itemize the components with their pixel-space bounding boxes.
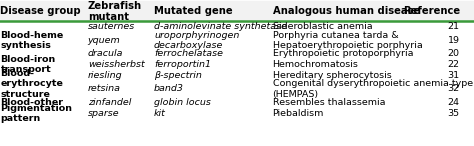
Text: Disease group: Disease group [0,6,81,16]
Text: Mutated gene: Mutated gene [154,6,233,16]
Text: β-spectrin: β-spectrin [154,71,202,80]
Text: Resembles thalassemia: Resembles thalassemia [273,98,385,107]
Text: zinfandel: zinfandel [88,98,131,107]
Text: Blood-other: Blood-other [0,98,64,107]
Text: Erythropoietic protoporphyria: Erythropoietic protoporphyria [273,49,413,58]
Text: 24: 24 [448,98,460,107]
Text: 21: 21 [448,22,460,31]
Text: ferrochelatase: ferrochelatase [154,49,223,58]
Text: uroporphyrinogen
decarboxylase: uroporphyrinogen decarboxylase [154,31,239,50]
Text: 35: 35 [447,109,460,118]
Text: kit: kit [154,109,166,118]
Text: Analogous human disease: Analogous human disease [273,6,420,16]
Text: retsina: retsina [88,85,121,93]
Text: globin locus: globin locus [154,98,211,107]
Text: sparse: sparse [88,109,119,118]
Text: yquem: yquem [88,36,120,45]
Text: Sideroblastic anemia: Sideroblastic anemia [273,22,372,31]
Text: Hemochromatosis: Hemochromatosis [273,60,358,69]
Text: Hereditary spherocytosis: Hereditary spherocytosis [273,71,392,80]
Text: d-aminolevinate synthetase: d-aminolevinate synthetase [154,22,287,31]
Text: Blood-
erythrocyte
structure: Blood- erythrocyte structure [0,69,64,99]
Text: band3: band3 [154,85,184,93]
Text: Blood-iron
transport: Blood-iron transport [0,55,56,74]
Text: Reference: Reference [402,6,460,16]
Bar [0,1,474,21]
Text: Zebrafish
mutant: Zebrafish mutant [88,1,142,22]
Text: weissherbst: weissherbst [88,60,145,69]
Text: Piebaldism: Piebaldism [273,109,324,118]
Text: 22: 22 [448,60,460,69]
Text: 31: 31 [447,71,460,80]
Text: Porphyria cutanea tarda &
Hepatoerythropoietic porphyria: Porphyria cutanea tarda & Hepatoerythrop… [273,31,422,50]
Text: riesling: riesling [88,71,122,80]
Text: 19: 19 [448,36,460,45]
Text: Blood-heme
synthesis: Blood-heme synthesis [0,31,64,50]
Text: 20: 20 [448,49,460,58]
Text: 32: 32 [447,85,460,93]
Text: dracula: dracula [88,49,123,58]
Text: sauternes: sauternes [88,22,135,31]
Text: Pigmentation
pattern: Pigmentation pattern [0,104,73,123]
Text: Congenital dyserythropoietic anemia type II
(HEMPAS): Congenital dyserythropoietic anemia type… [273,79,474,99]
Text: ferroportin1: ferroportin1 [154,60,211,69]
